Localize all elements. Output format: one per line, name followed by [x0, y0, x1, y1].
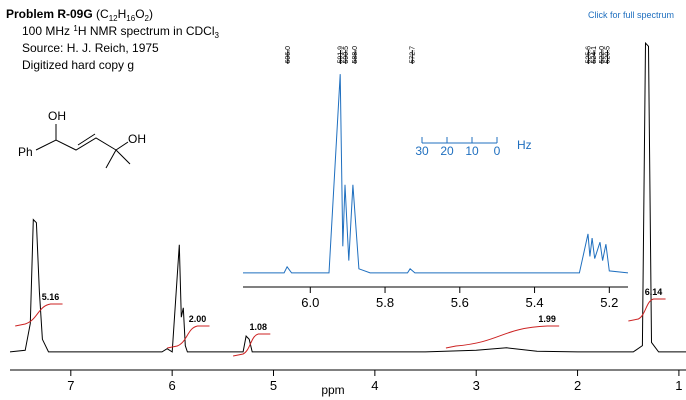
integral-curve — [233, 333, 271, 357]
subtitle: 100 MHz 1H NMR spectrum in CDCl3 — [22, 24, 220, 40]
text: 1 — [73, 24, 78, 33]
hz-tick-label: 0 — [494, 144, 501, 158]
peak-label: 522.0 — [599, 46, 606, 64]
x-tick-label: 5 — [270, 378, 277, 393]
text: 100 MHz — [22, 24, 73, 38]
structure — [35, 124, 131, 169]
header: Problem R-09G (C12H16O2) — [6, 7, 153, 23]
integral-label: 1.08 — [250, 322, 268, 332]
x-tick-label: 5.6 — [451, 295, 469, 310]
peak-label: 524.1 — [591, 46, 598, 64]
integral-label: 5.16 — [42, 292, 60, 302]
integral-label: 1.99 — [538, 314, 556, 324]
integral-curve — [628, 298, 666, 322]
text: H NMR spectrum in CDCl — [78, 24, 215, 38]
link[interactable]: Click for full spectrum — [588, 10, 674, 20]
bond — [105, 141, 131, 169]
integral-curve — [445, 325, 560, 349]
x-axis-label: ppm — [321, 383, 344, 397]
formula: 12 — [109, 14, 118, 23]
x-tick-label: 7 — [67, 378, 74, 393]
x-tick-label: 5.8 — [376, 295, 394, 310]
peak-label: 520.5 — [604, 46, 611, 64]
formula: 2 — [145, 14, 150, 23]
x-tick-label: 2 — [574, 378, 581, 393]
formula: (C — [96, 7, 109, 21]
x-tick-label: 6 — [169, 378, 176, 393]
atom-label: OH — [128, 132, 146, 146]
integral-label: 6.14 — [645, 287, 663, 297]
peak-label: 590.5 — [343, 46, 350, 64]
hz-tick-label: 30 — [415, 144, 429, 158]
source: Source: H. J. Reich, 1975 — [22, 41, 159, 55]
spectrum — [9, 41, 686, 353]
x-tick-label: 4 — [371, 378, 378, 393]
peak-label: 606.0 — [285, 46, 292, 64]
hz-unit: Hz — [517, 138, 532, 152]
bond — [35, 137, 117, 151]
integral-curve — [167, 325, 210, 349]
atom-label: OH — [48, 109, 66, 123]
x-tick-label: 1 — [675, 378, 682, 393]
note: Digitized hard copy g — [22, 58, 134, 72]
peak-label: 588.0 — [352, 46, 359, 64]
title: Problem R-09G — [6, 7, 93, 21]
x-tick-label: 3 — [473, 378, 480, 393]
peak-label: 525.6 — [585, 46, 592, 64]
spectrum — [243, 74, 629, 274]
formula: 16 — [126, 14, 135, 23]
formula: O — [135, 7, 144, 21]
formula: H — [118, 7, 127, 21]
integral-curve — [15, 303, 63, 327]
x-tick-label: 6.0 — [301, 295, 319, 310]
peak-label: 591.9 — [338, 46, 345, 64]
inset-bg — [243, 70, 628, 287]
bond — [77, 133, 96, 146]
hz-tick-label: 20 — [440, 144, 454, 158]
x-tick-label: 5.4 — [526, 295, 544, 310]
atom-label: Ph — [18, 145, 33, 159]
formula: ) — [149, 7, 153, 21]
text: 3 — [215, 31, 220, 40]
integral-label: 2.00 — [189, 314, 207, 324]
peak-label: 572.7 — [409, 46, 416, 64]
x-tick-label: 5.2 — [600, 295, 618, 310]
hz-tick-label: 10 — [465, 144, 479, 158]
